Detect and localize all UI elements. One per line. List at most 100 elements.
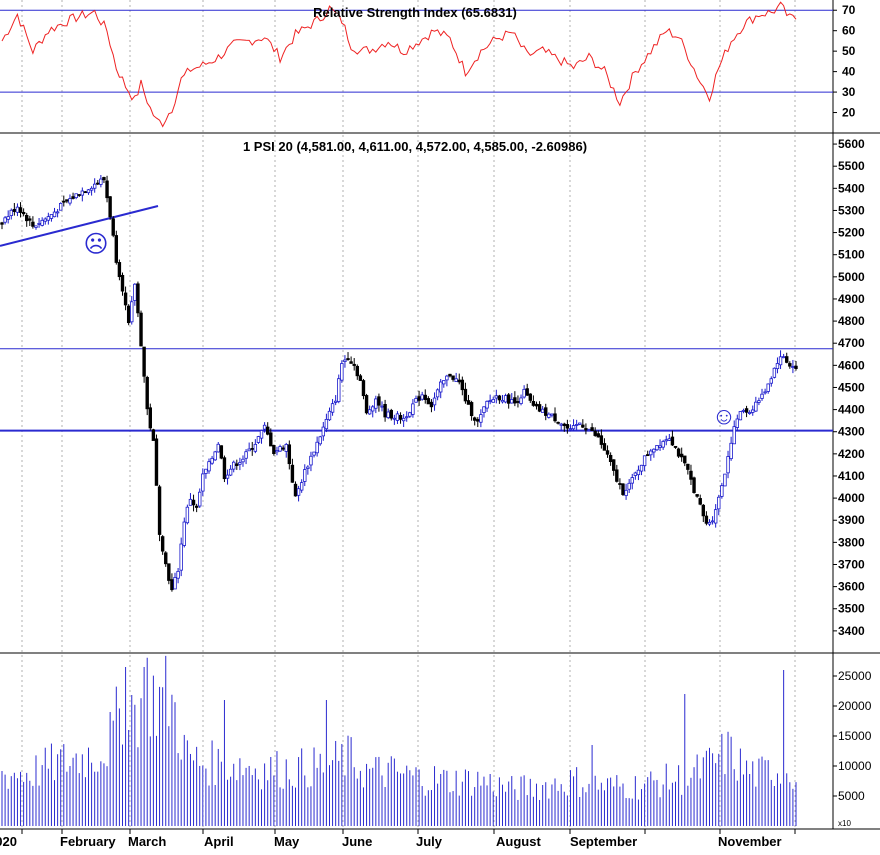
candle-body bbox=[420, 394, 424, 400]
candle-body bbox=[278, 446, 282, 452]
candle-body bbox=[40, 219, 44, 226]
candle-body bbox=[59, 203, 63, 211]
candle-body bbox=[136, 283, 140, 314]
candle-body bbox=[460, 379, 465, 391]
rsi-tick-label: 40 bbox=[842, 65, 856, 79]
candle-body bbox=[732, 426, 736, 445]
price-tick-label: 5600 bbox=[838, 137, 865, 151]
candle-body bbox=[371, 406, 375, 412]
candle-body bbox=[120, 274, 125, 292]
candle-body bbox=[608, 454, 613, 463]
candle-body bbox=[343, 359, 347, 362]
price-tick-label: 5100 bbox=[838, 248, 865, 262]
candle-body bbox=[448, 373, 452, 377]
candle-body bbox=[207, 461, 211, 472]
vertical-gridlines bbox=[21, 0, 796, 829]
candle-body bbox=[222, 457, 227, 480]
candle-body bbox=[562, 423, 566, 427]
candle-body bbox=[726, 456, 730, 474]
candle-body bbox=[781, 356, 786, 359]
candle-body bbox=[670, 436, 675, 446]
candle-body bbox=[747, 411, 752, 414]
candle-body bbox=[80, 190, 85, 196]
candle-body bbox=[664, 439, 668, 442]
candle-body bbox=[262, 424, 267, 430]
month-label: August bbox=[496, 834, 541, 849]
candle-body bbox=[544, 407, 548, 416]
candle-body bbox=[676, 448, 681, 457]
rsi-title: Relative Strength Index (65.6831) bbox=[313, 5, 517, 20]
candle-body bbox=[615, 469, 619, 482]
month-label: 2020 bbox=[0, 834, 17, 849]
candle-body bbox=[741, 410, 746, 412]
candle-body bbox=[179, 543, 183, 571]
candle-body bbox=[624, 489, 628, 496]
candle-body bbox=[364, 395, 369, 414]
candle-body bbox=[312, 451, 316, 456]
candle-body bbox=[256, 436, 261, 443]
candle-body bbox=[244, 451, 248, 459]
candle-body bbox=[485, 400, 489, 409]
candle-body bbox=[232, 461, 236, 470]
candle-body bbox=[201, 473, 205, 492]
candlesticks bbox=[0, 174, 798, 592]
candle-body bbox=[31, 221, 35, 227]
candle-body bbox=[142, 346, 146, 377]
candle-body bbox=[408, 412, 412, 417]
candle-body bbox=[599, 435, 604, 445]
candle-body bbox=[380, 405, 384, 408]
candle-body bbox=[6, 216, 10, 220]
rsi-tick-label: 50 bbox=[842, 44, 856, 58]
candle-body bbox=[528, 393, 533, 401]
candle-body bbox=[550, 413, 554, 416]
candle-body bbox=[457, 379, 461, 383]
candle-body bbox=[778, 356, 783, 366]
candle-body bbox=[0, 222, 4, 225]
candle-body bbox=[123, 292, 128, 306]
candle-body bbox=[355, 365, 359, 377]
candle-body bbox=[9, 209, 13, 216]
candle-body bbox=[472, 417, 477, 421]
candle-body bbox=[21, 211, 26, 215]
price-tick-label: 4900 bbox=[838, 292, 865, 306]
candle-body bbox=[126, 305, 131, 324]
candle-body bbox=[315, 441, 319, 454]
candle-body bbox=[618, 483, 622, 485]
candle-body bbox=[627, 482, 631, 490]
volume-axis-ticks: 25000 20000 15000 10000 5000 bbox=[833, 669, 872, 803]
candle-body bbox=[466, 400, 471, 405]
candle-body bbox=[272, 445, 276, 455]
month-label: May bbox=[274, 834, 300, 849]
sad-face-icon: ☹ bbox=[83, 231, 108, 258]
candle-body bbox=[367, 409, 372, 415]
candle-body bbox=[176, 570, 180, 579]
candle-body bbox=[578, 422, 582, 425]
candle-body bbox=[86, 189, 91, 194]
candle-body bbox=[738, 411, 743, 421]
candle-body bbox=[198, 491, 202, 507]
candle-body bbox=[553, 413, 557, 422]
candle-body bbox=[488, 400, 492, 402]
candle-body bbox=[250, 448, 254, 450]
candle-body bbox=[349, 361, 353, 364]
trend-line bbox=[0, 205, 159, 247]
candle-body bbox=[494, 395, 499, 399]
rsi-axis-ticks: 70 60 50 40 30 20 bbox=[833, 3, 856, 120]
candle-body bbox=[775, 363, 780, 370]
candle-body bbox=[584, 428, 588, 431]
candle-body bbox=[667, 438, 672, 441]
candle-body bbox=[62, 200, 66, 203]
candle-body bbox=[785, 356, 789, 363]
candle-body bbox=[519, 397, 523, 404]
candle-body bbox=[330, 403, 335, 413]
candle-body bbox=[565, 424, 570, 429]
candle-body bbox=[55, 211, 60, 214]
candle-body bbox=[451, 375, 455, 380]
candle-body bbox=[646, 454, 650, 457]
month-label: April bbox=[204, 834, 234, 849]
candle-body bbox=[111, 218, 115, 236]
candle-body bbox=[432, 397, 437, 406]
candle-body bbox=[655, 445, 659, 451]
candle-body bbox=[581, 424, 585, 428]
price-tick-label: 5400 bbox=[838, 181, 865, 195]
